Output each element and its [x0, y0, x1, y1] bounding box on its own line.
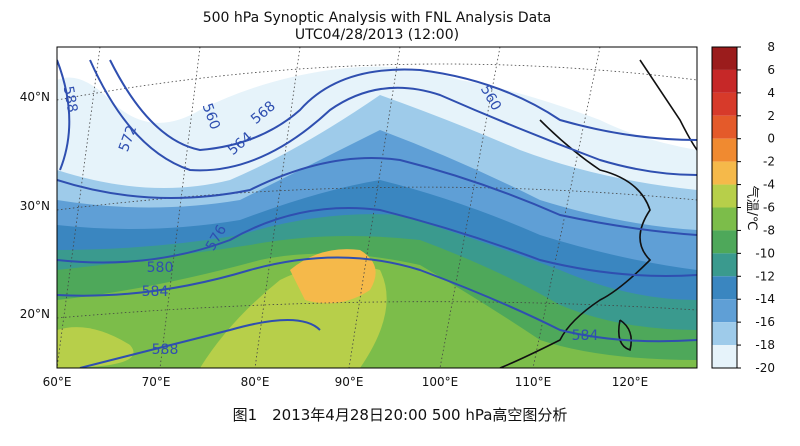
colorbar-tick-label: -16: [755, 315, 775, 329]
colorbar-segment: [712, 322, 737, 346]
colorbar-segment: [712, 276, 737, 300]
lon-label: 120°E: [612, 375, 649, 389]
colorbar-label: 气温/℃: [744, 186, 760, 231]
colorbar-segment: [712, 207, 737, 231]
colorbar-tick-label: -2: [763, 155, 775, 169]
map: [57, 47, 697, 368]
colorbar-segment: [712, 115, 737, 139]
lon-label: 90°E: [335, 375, 364, 389]
lon-label: 80°E: [241, 375, 270, 389]
colorbar-segment: [712, 230, 737, 254]
title: 500 hPa Synoptic Analysis with FNL Analy…: [203, 10, 552, 26]
colorbar-segment: [712, 345, 737, 368]
colorbar-segment: [712, 253, 737, 277]
lon-label: 60°E: [43, 375, 72, 389]
subtitle: UTC04/28/2013 (12:00): [295, 27, 459, 43]
colorbar-segment: [712, 92, 737, 116]
colorbar-tick-label: -6: [763, 201, 775, 215]
colorbar-segment: [712, 299, 737, 323]
colorbar-segment: [712, 69, 737, 93]
colorbar-tick-label: 6: [767, 63, 775, 77]
colorbar-tick-label: -8: [763, 223, 775, 237]
colorbar-tick-label: 2: [767, 109, 775, 123]
lon-label: 100°E: [422, 375, 459, 389]
map-frame: [56, 46, 698, 369]
colorbar-tick-label: -4: [763, 178, 775, 192]
contour-label: 584: [572, 328, 599, 344]
colorbar-tick-label: 4: [767, 86, 775, 100]
contour-label: 580: [147, 260, 174, 276]
contour-label: 588: [60, 85, 80, 114]
colorbar-segment: [712, 138, 737, 162]
colorbar-tick-label: -10: [755, 246, 775, 260]
lat-label: 40°N: [20, 90, 50, 104]
colorbar-tick-label: -20: [755, 361, 775, 375]
colorbar-tick-label: -12: [755, 269, 775, 283]
caption: 图1 2013年4月28日20:00 500 hPa高空图分析: [233, 406, 568, 424]
colorbar-segment: [712, 184, 737, 208]
colorbar-tick-label: -14: [755, 292, 775, 306]
colorbar-tick-label: 8: [767, 40, 775, 54]
colorbar-tick-label: -18: [755, 338, 775, 352]
lat-label: 30°N: [20, 199, 50, 213]
colorbar-segment: [712, 161, 737, 185]
lon-label: 70°E: [142, 375, 171, 389]
contour-label: 584: [142, 284, 169, 300]
lon-label: 110°E: [515, 375, 552, 389]
contour-label: 588: [152, 342, 179, 358]
colorbar-segment: [712, 47, 737, 70]
colorbar-tick-label: 0: [767, 132, 775, 146]
lat-label: 20°N: [20, 307, 50, 321]
